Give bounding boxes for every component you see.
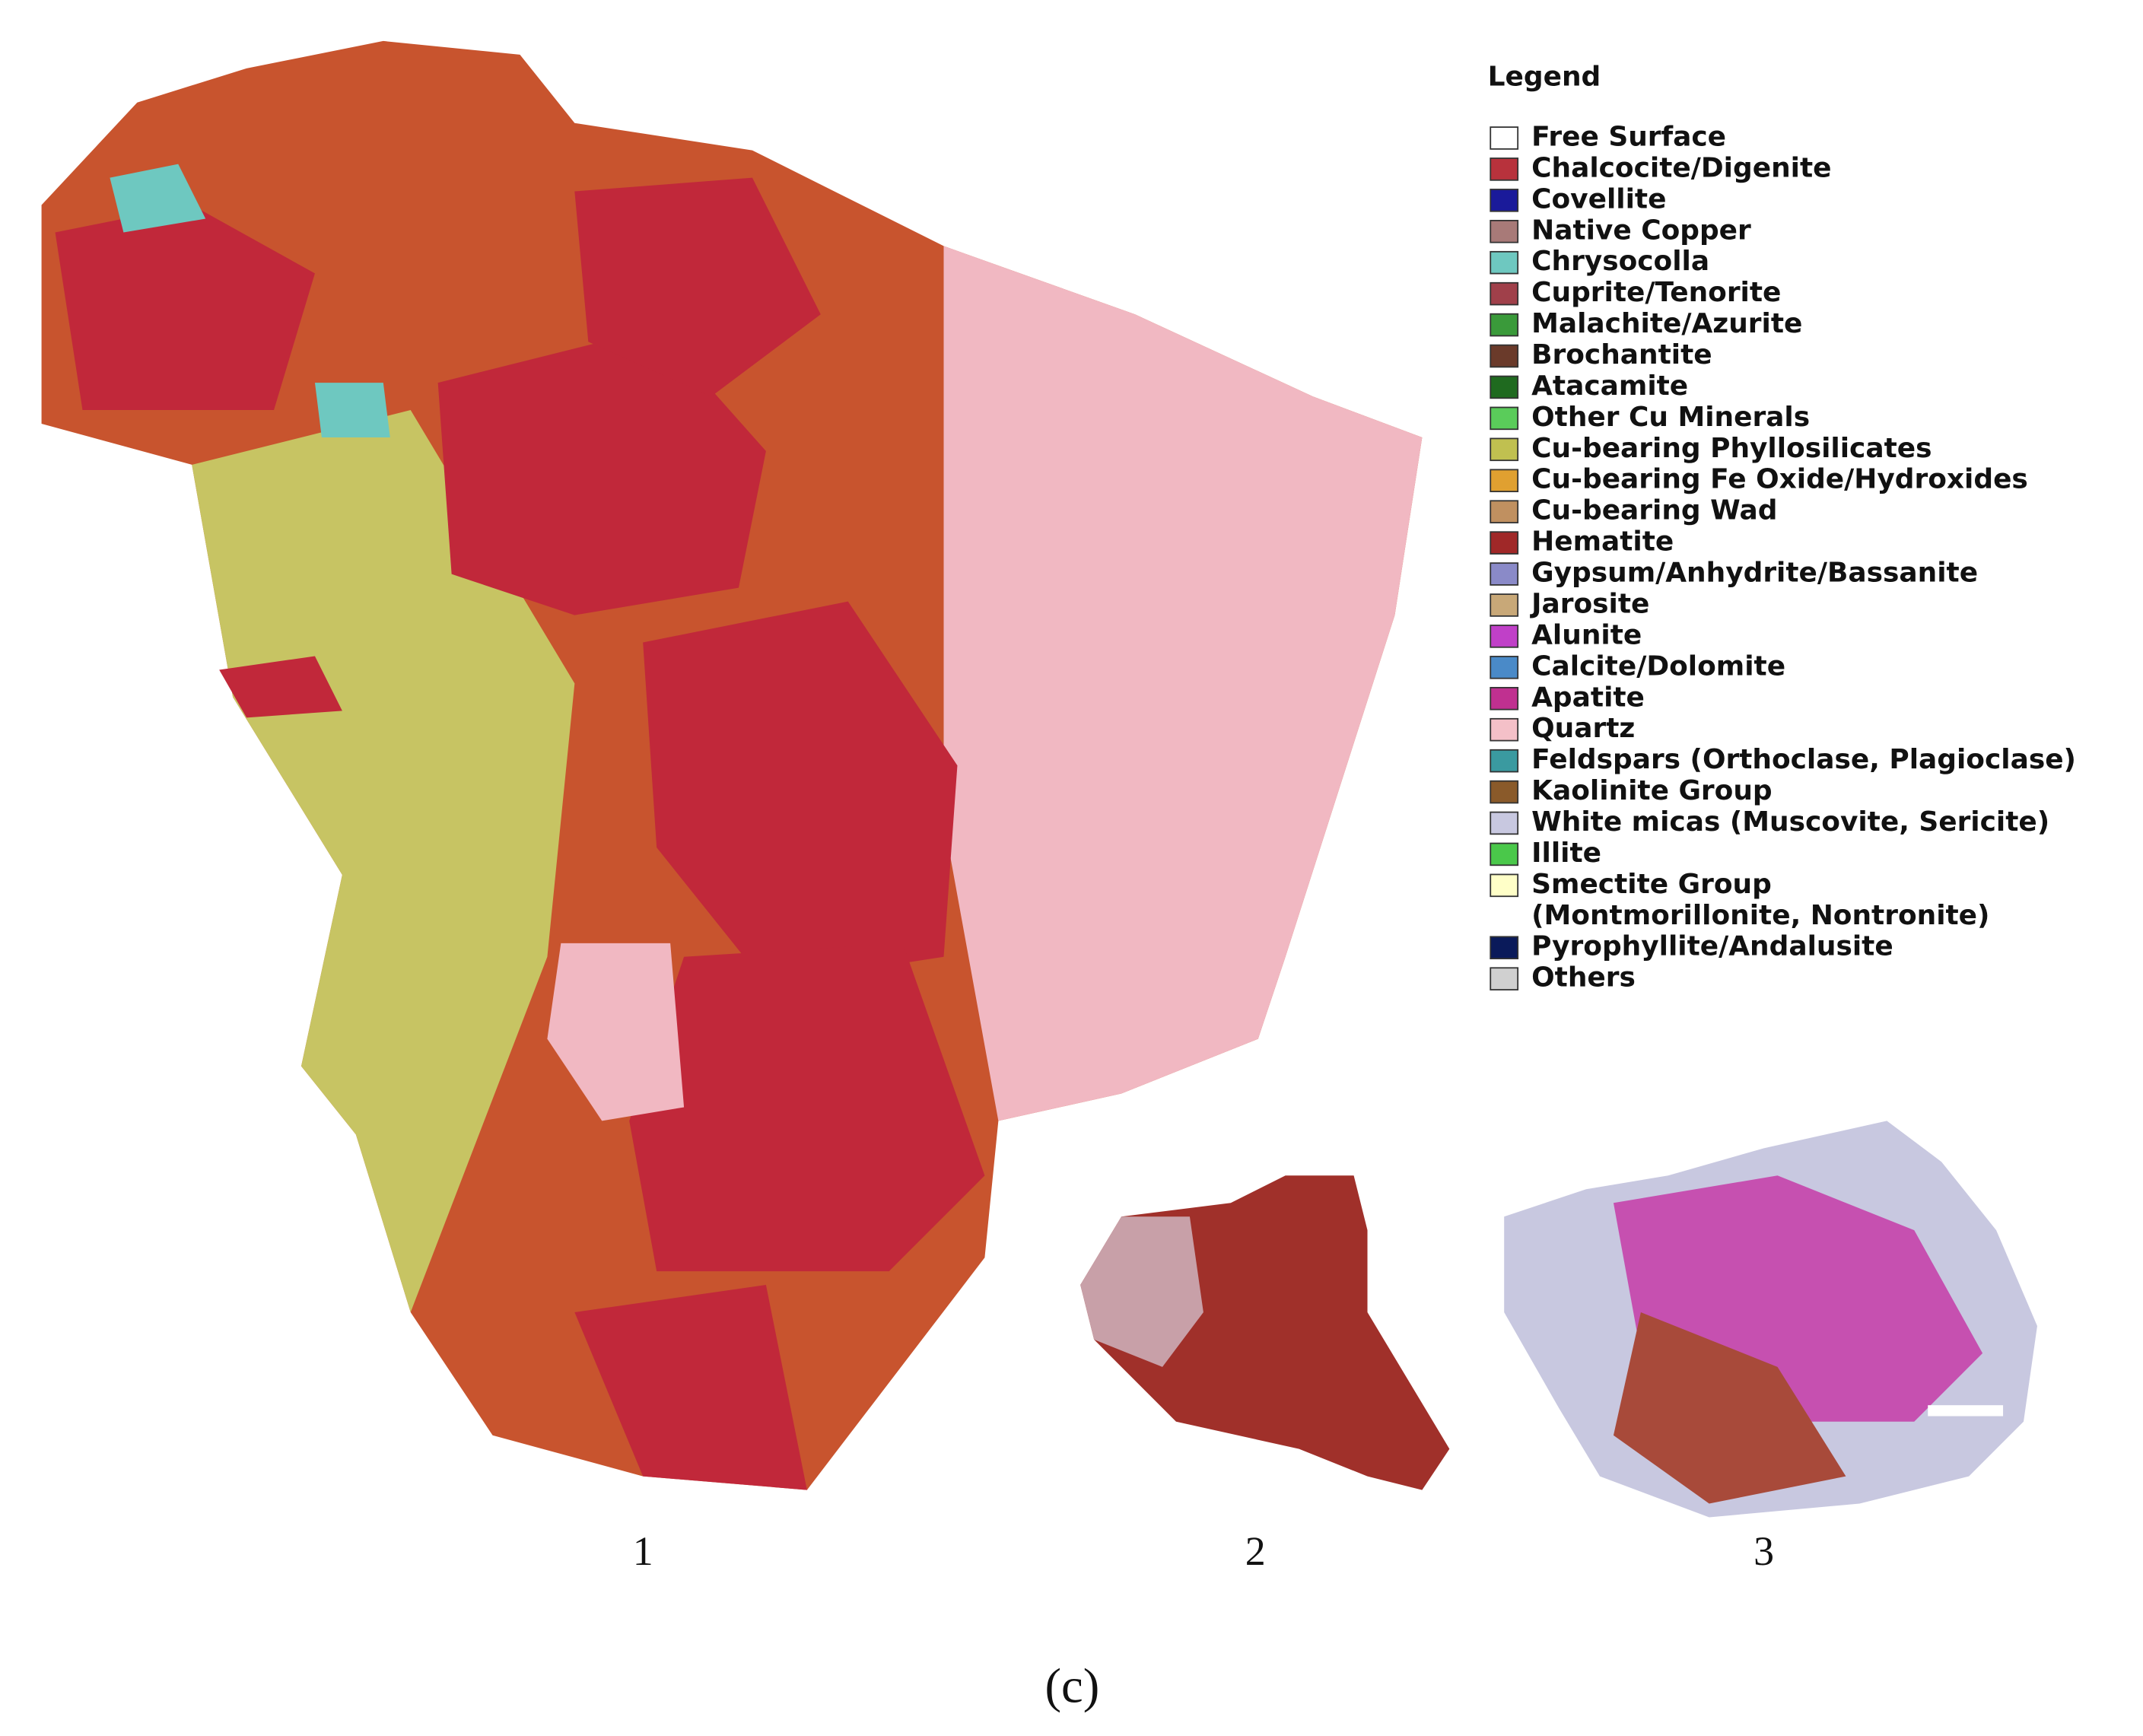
legend-label: Kaolinite Group xyxy=(1531,775,1772,806)
legend-label: Pyrophyllite/Andalusite xyxy=(1531,931,1893,962)
legend-label: (Montmorillonite, Nontronite) xyxy=(1531,900,1989,931)
legend-label: White micas (Muscovite, Sericite) xyxy=(1531,806,2049,838)
legend-swatch xyxy=(1490,686,1519,711)
legend-swatch xyxy=(1490,500,1519,523)
legend-label: Brochantite xyxy=(1531,339,1712,370)
legend-label: Illite xyxy=(1531,838,1601,869)
legend-label: Free Surface xyxy=(1531,121,1726,152)
legend-swatch xyxy=(1490,344,1519,368)
legend-label: Alunite xyxy=(1531,619,1642,650)
legend-swatch xyxy=(1490,313,1519,337)
sample-label: 3 xyxy=(1754,1528,1774,1574)
legend-label: Quartz xyxy=(1531,713,1635,744)
legend-swatch xyxy=(1490,593,1519,617)
sample-label: 2 xyxy=(1245,1528,1266,1574)
legend-swatch xyxy=(1490,717,1519,742)
legend-swatch xyxy=(1490,469,1519,493)
legend-label: Chalcocite/Digenite xyxy=(1531,152,1831,183)
legend-swatch xyxy=(1490,811,1519,835)
legend-swatch xyxy=(1490,406,1519,431)
legend-label: Jarosite xyxy=(1529,588,1649,619)
legend-label: Atacamite xyxy=(1531,370,1688,402)
legend-label: Covellite xyxy=(1531,183,1666,215)
legend-label: Smectite Group xyxy=(1531,869,1772,900)
legend-label: Chrysocolla xyxy=(1531,246,1709,277)
legend: Free SurfaceChalcocite/DigeniteCovellite… xyxy=(1490,121,2076,994)
legend-swatch xyxy=(1490,780,1519,804)
legend-label: Others xyxy=(1531,962,1636,994)
legend-swatch xyxy=(1490,189,1519,212)
legend-swatch xyxy=(1490,562,1519,586)
legend-swatch xyxy=(1490,250,1519,275)
legend-label: Apatite xyxy=(1531,682,1645,713)
legend-swatch xyxy=(1490,126,1519,150)
legend-label: Cu-bearing Wad xyxy=(1531,495,1777,526)
legend-swatch xyxy=(1490,437,1519,462)
legend-swatch xyxy=(1490,936,1519,959)
sample-3-map xyxy=(1504,1121,2037,1518)
legend-title: Legend xyxy=(1488,61,1601,92)
sample-1-map xyxy=(41,40,1423,1490)
legend-label: Calcite/Dolomite xyxy=(1531,650,1785,682)
legend-swatch xyxy=(1490,531,1519,555)
legend-label: Cuprite/Tenorite xyxy=(1531,277,1781,308)
legend-swatch xyxy=(1490,656,1519,679)
legend-swatch xyxy=(1490,625,1519,648)
legend-swatch xyxy=(1490,375,1519,399)
legend-label: Hematite xyxy=(1531,526,1674,558)
legend-swatch xyxy=(1490,967,1519,990)
legend-swatch xyxy=(1490,842,1519,866)
legend-label: Malachite/Azurite xyxy=(1531,308,1802,339)
legend-label: Cu-bearing Phyllosilicates xyxy=(1531,433,1932,464)
legend-label: Native Copper xyxy=(1531,215,1751,246)
legend-label: Cu-bearing Fe Oxide/Hydroxides xyxy=(1531,464,2028,495)
legend-swatch xyxy=(1490,220,1519,243)
legend-swatch xyxy=(1490,281,1519,306)
caption: (c) xyxy=(1045,1658,1100,1714)
legend-label: Feldspars (Orthoclase, Plagioclase) xyxy=(1531,744,2076,775)
legend-swatch xyxy=(1490,749,1519,773)
legend-label: Gypsum/Anhydrite/Bassanite xyxy=(1531,558,1978,589)
legend-label: Other Cu Minerals xyxy=(1531,402,1810,433)
sample-label: 1 xyxy=(633,1528,653,1574)
sample-2-map xyxy=(1080,1175,1450,1490)
legend-swatch xyxy=(1490,873,1519,898)
legend-swatch xyxy=(1490,157,1519,181)
